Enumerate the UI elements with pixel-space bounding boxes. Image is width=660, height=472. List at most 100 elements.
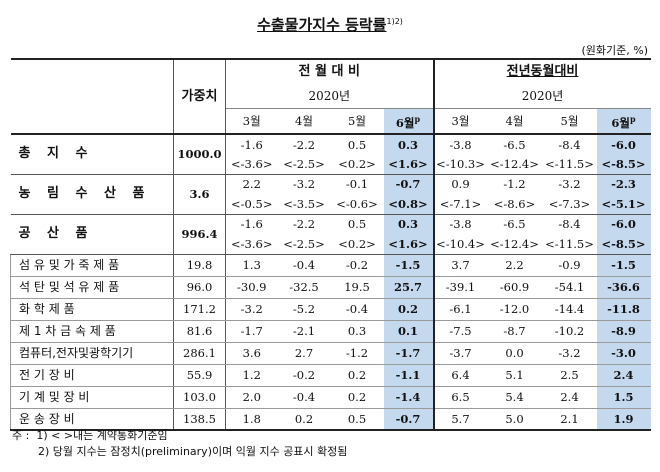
cell-yoy: -3.8 [449, 217, 472, 232]
cell-yoy-contract: <-7.1> [433, 194, 487, 215]
cell-yoy-contract: <-8.5> [596, 234, 651, 255]
cell-yoy: -12.0 [486, 298, 543, 321]
cell-mom: -1.4 [383, 386, 435, 409]
subrow-label: 화 학 제 품 [10, 298, 174, 321]
header-month-mom-3: 5월 [330, 108, 384, 135]
month-label: 5월 [560, 114, 579, 128]
cell-mom: -0.1 [345, 177, 369, 192]
cell-yoy: -6.0 [596, 214, 651, 234]
cell-mom: -1.6 [240, 137, 263, 152]
header-year-mom: 2020년 [225, 84, 435, 109]
month-label: 5월 [348, 114, 366, 128]
header-month-mom-4: 6월p [383, 108, 435, 135]
cell-mom: 1.3 [225, 254, 278, 277]
cell-mom-contract: <1.6> [383, 154, 435, 175]
cell-yoy: -36.6 [596, 276, 651, 299]
cell-yoy-contract: <-12.4> [486, 154, 543, 175]
cell-mom: 0.5 [347, 217, 367, 232]
footnote-1: 주 : 1) < >내는 계약통화기준임 [12, 429, 168, 442]
cell-mom-contract: <-3.5> [277, 194, 331, 215]
cell-yoy-contract: <-5.1> [596, 194, 651, 215]
cell-mom-contract: <0.2> [330, 234, 384, 255]
cell-yoy: -8.4 [558, 137, 581, 152]
cell-yoy: 0.0 [486, 342, 543, 365]
cell-mom: 0.2 [383, 298, 435, 321]
subrow-weight: 138.5 [173, 408, 226, 431]
cell-yoy: -8.7 [486, 320, 543, 343]
cell-mom-contract: <-2.5> [277, 154, 331, 175]
cell-mom: -1.7 [225, 320, 278, 343]
cell-yoy-contract: <-11.5> [542, 234, 597, 255]
subrow-weight: 19.8 [173, 254, 226, 277]
cell-mom: -1.6 [240, 217, 263, 232]
subrow-label: 기 계 및 장 비 [10, 386, 174, 409]
cell-yoy-contract: <-8.6> [486, 194, 543, 215]
cell-mom-contract: <-3.6> [225, 234, 278, 255]
cell-yoy: -7.5 [433, 320, 487, 343]
month-label: 6월 [395, 115, 415, 130]
row-weight: 1000.0 [173, 134, 226, 175]
cell-mom: 0.2 [330, 386, 384, 409]
title-text: 수출물가지수 등락률 [257, 16, 387, 34]
month-label: 3월 [451, 114, 470, 128]
cell-mom: -0.7 [383, 174, 435, 194]
cell-yoy-contract: <-12.4> [486, 234, 543, 255]
cell-yoy-contract: <-10.4> [433, 234, 487, 255]
subrow-weight: 96.0 [173, 276, 226, 299]
cell-yoy: -1.2 [503, 177, 526, 192]
cell-mom-contract: <1.6> [383, 234, 435, 255]
header-year-yoy: 2020년 [433, 84, 651, 109]
cell-mom: -1.1 [383, 364, 435, 387]
cell-yoy: -6.0 [596, 134, 651, 154]
cell-mom-contract: <-0.5> [225, 194, 278, 215]
cell-yoy: 5.4 [486, 386, 543, 409]
cell-yoy-contract: <-10.3> [433, 154, 487, 175]
cell-mom: -0.2 [330, 254, 384, 277]
cell-mom-contract: <0.2> [330, 154, 384, 175]
cell-mom-contract: <-3.6> [225, 154, 278, 175]
cell-mom: -0.4 [277, 386, 331, 409]
cell-yoy: 3.7 [433, 254, 487, 277]
cell-yoy: -10.2 [542, 320, 597, 343]
cell-mom: -3.2 [292, 177, 316, 192]
cell-yoy: -6.5 [503, 137, 526, 152]
cell-yoy: 1.5 [596, 386, 651, 409]
cell-mom: 19.5 [330, 276, 384, 299]
subrow-label: 운 송 장 비 [10, 408, 174, 431]
footnote-2: 2) 당월 지수는 잠정치(preliminary)이며 익월 지수 공표시 확… [38, 445, 348, 458]
cell-mom: 25.7 [383, 276, 435, 299]
cell-yoy: 2.5 [542, 364, 597, 387]
cell-mom: -30.9 [225, 276, 278, 299]
subrow-label: 제 1 차 금 속 제 품 [10, 320, 174, 343]
cell-mom: -3.2 [225, 298, 278, 321]
cell-mom: -2.2 [292, 217, 316, 232]
subrow-label: 섬 유 및 가 죽 제 품 [10, 254, 174, 277]
cell-yoy: -14.4 [542, 298, 597, 321]
row-label: 공 산 품 [10, 214, 174, 255]
subrow-label: 컴퓨터,전자및광학기기 [10, 342, 174, 365]
cell-yoy: -6.5 [503, 217, 526, 232]
cell-yoy: -3.2 [542, 342, 597, 365]
header-month-yoy-3: 5월 [542, 108, 597, 135]
cell-yoy: -1.5 [596, 254, 651, 277]
cell-yoy: -54.1 [542, 276, 597, 299]
cell-yoy: -8.9 [596, 320, 651, 343]
cell-yoy: 5.7 [433, 408, 487, 431]
cell-mom: 2.0 [225, 386, 278, 409]
cell-mom: -2.1 [277, 320, 331, 343]
cell-mom-contract: <-2.5> [277, 234, 331, 255]
preliminary-mark: p [630, 114, 636, 125]
subrow-weight: 81.6 [173, 320, 226, 343]
month-label: 3월 [242, 114, 261, 128]
header-month-yoy-2: 4월 [486, 108, 543, 135]
cell-mom: 0.2 [277, 408, 331, 431]
unit-label: (원화기준, %) [581, 44, 648, 57]
header-blank [10, 58, 174, 135]
cell-mom: 0.2 [330, 364, 384, 387]
cell-yoy: -6.1 [433, 298, 487, 321]
month-label: 4월 [505, 114, 524, 128]
cell-yoy-contract: <-8.5> [596, 154, 651, 175]
month-label: 6월 [611, 115, 630, 130]
header-month-yoy-1: 3월 [433, 108, 487, 135]
header-yoy: 전년동월대비 [433, 58, 651, 84]
